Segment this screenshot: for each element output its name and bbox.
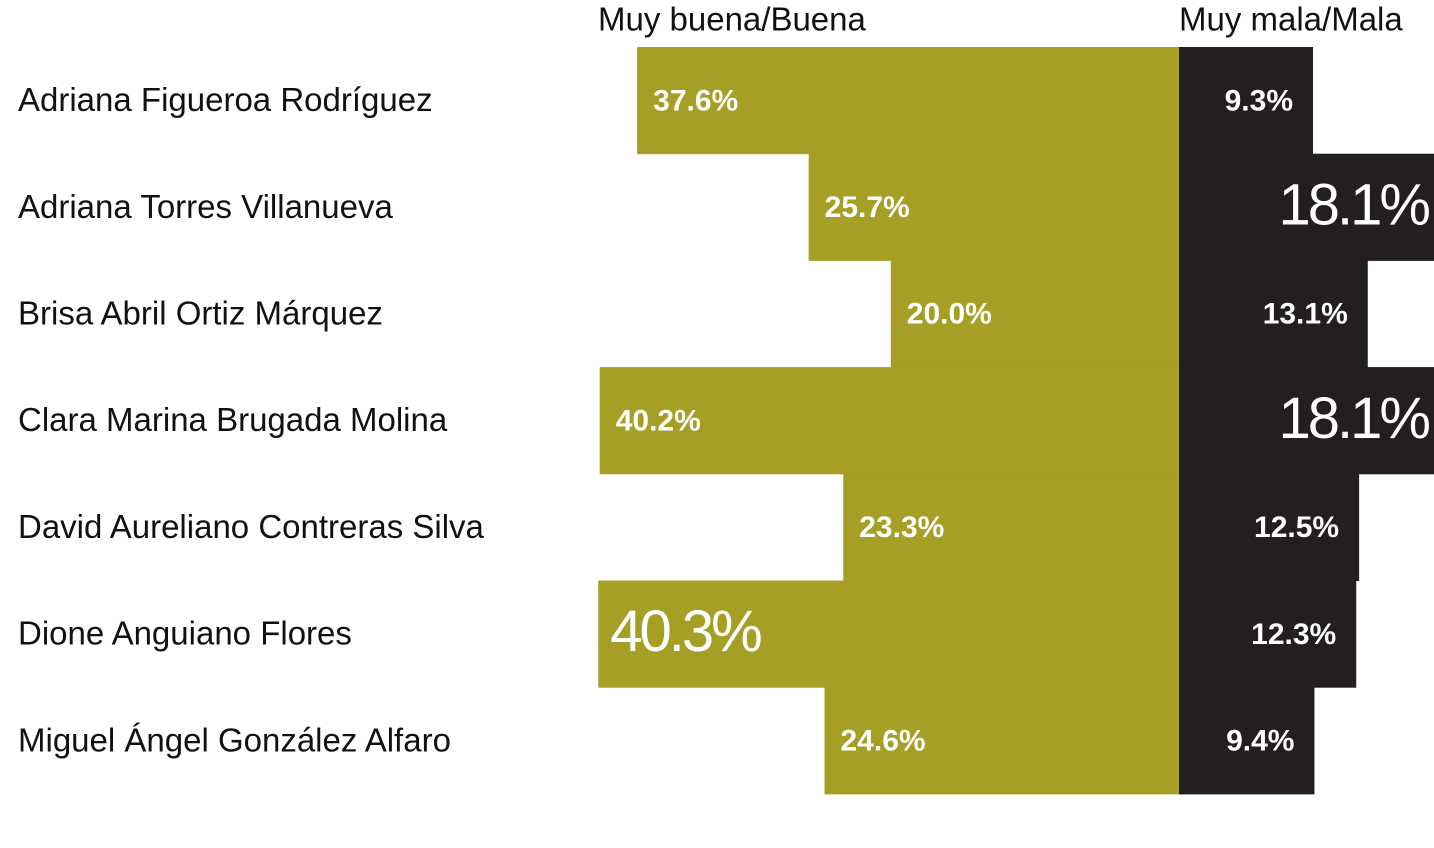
data-label: 40.2%	[616, 404, 701, 437]
legend-label: Muy buena/Buena	[598, 1, 867, 38]
category-label: David Aureliano Contreras Silva	[18, 508, 485, 545]
category-label: Adriana Figueroa Rodríguez	[18, 81, 433, 118]
category-label: Adriana Torres Villanueva	[18, 188, 393, 225]
bar	[1179, 367, 1434, 475]
category-label: Dione Anguiano Flores	[18, 615, 352, 652]
data-label: 23.3%	[859, 511, 944, 544]
category-label: Brisa Abril Ortiz Márquez	[18, 294, 383, 331]
bar	[1179, 153, 1434, 261]
bar	[1179, 260, 1368, 368]
bar	[1179, 687, 1315, 795]
bar	[1179, 580, 1357, 688]
bar	[598, 580, 1179, 688]
bar	[824, 687, 1179, 795]
data-label: 18.1%	[1279, 172, 1430, 237]
data-label: 37.6%	[653, 84, 738, 117]
bar	[1179, 473, 1360, 581]
bar	[808, 153, 1179, 261]
data-label: 12.3%	[1251, 618, 1336, 651]
data-label: 20.0%	[907, 298, 992, 331]
data-label: 12.5%	[1254, 511, 1339, 544]
data-label: 18.1%	[1279, 386, 1430, 451]
bar	[890, 260, 1179, 368]
bar	[637, 47, 1179, 155]
category-label: Miguel Ángel González Alfaro	[18, 721, 451, 758]
data-label: 24.6%	[841, 724, 926, 757]
legend-label: Muy mala/Mala	[1179, 1, 1403, 38]
data-label: 25.7%	[825, 191, 910, 224]
bar	[843, 473, 1179, 581]
bar	[599, 367, 1179, 475]
data-label: 13.1%	[1263, 298, 1348, 331]
bar	[1179, 47, 1314, 155]
data-label: 40.3%	[610, 599, 761, 664]
data-label: 9.4%	[1226, 724, 1294, 757]
category-label: Clara Marina Brugada Molina	[18, 401, 448, 438]
data-label: 9.3%	[1225, 84, 1293, 117]
